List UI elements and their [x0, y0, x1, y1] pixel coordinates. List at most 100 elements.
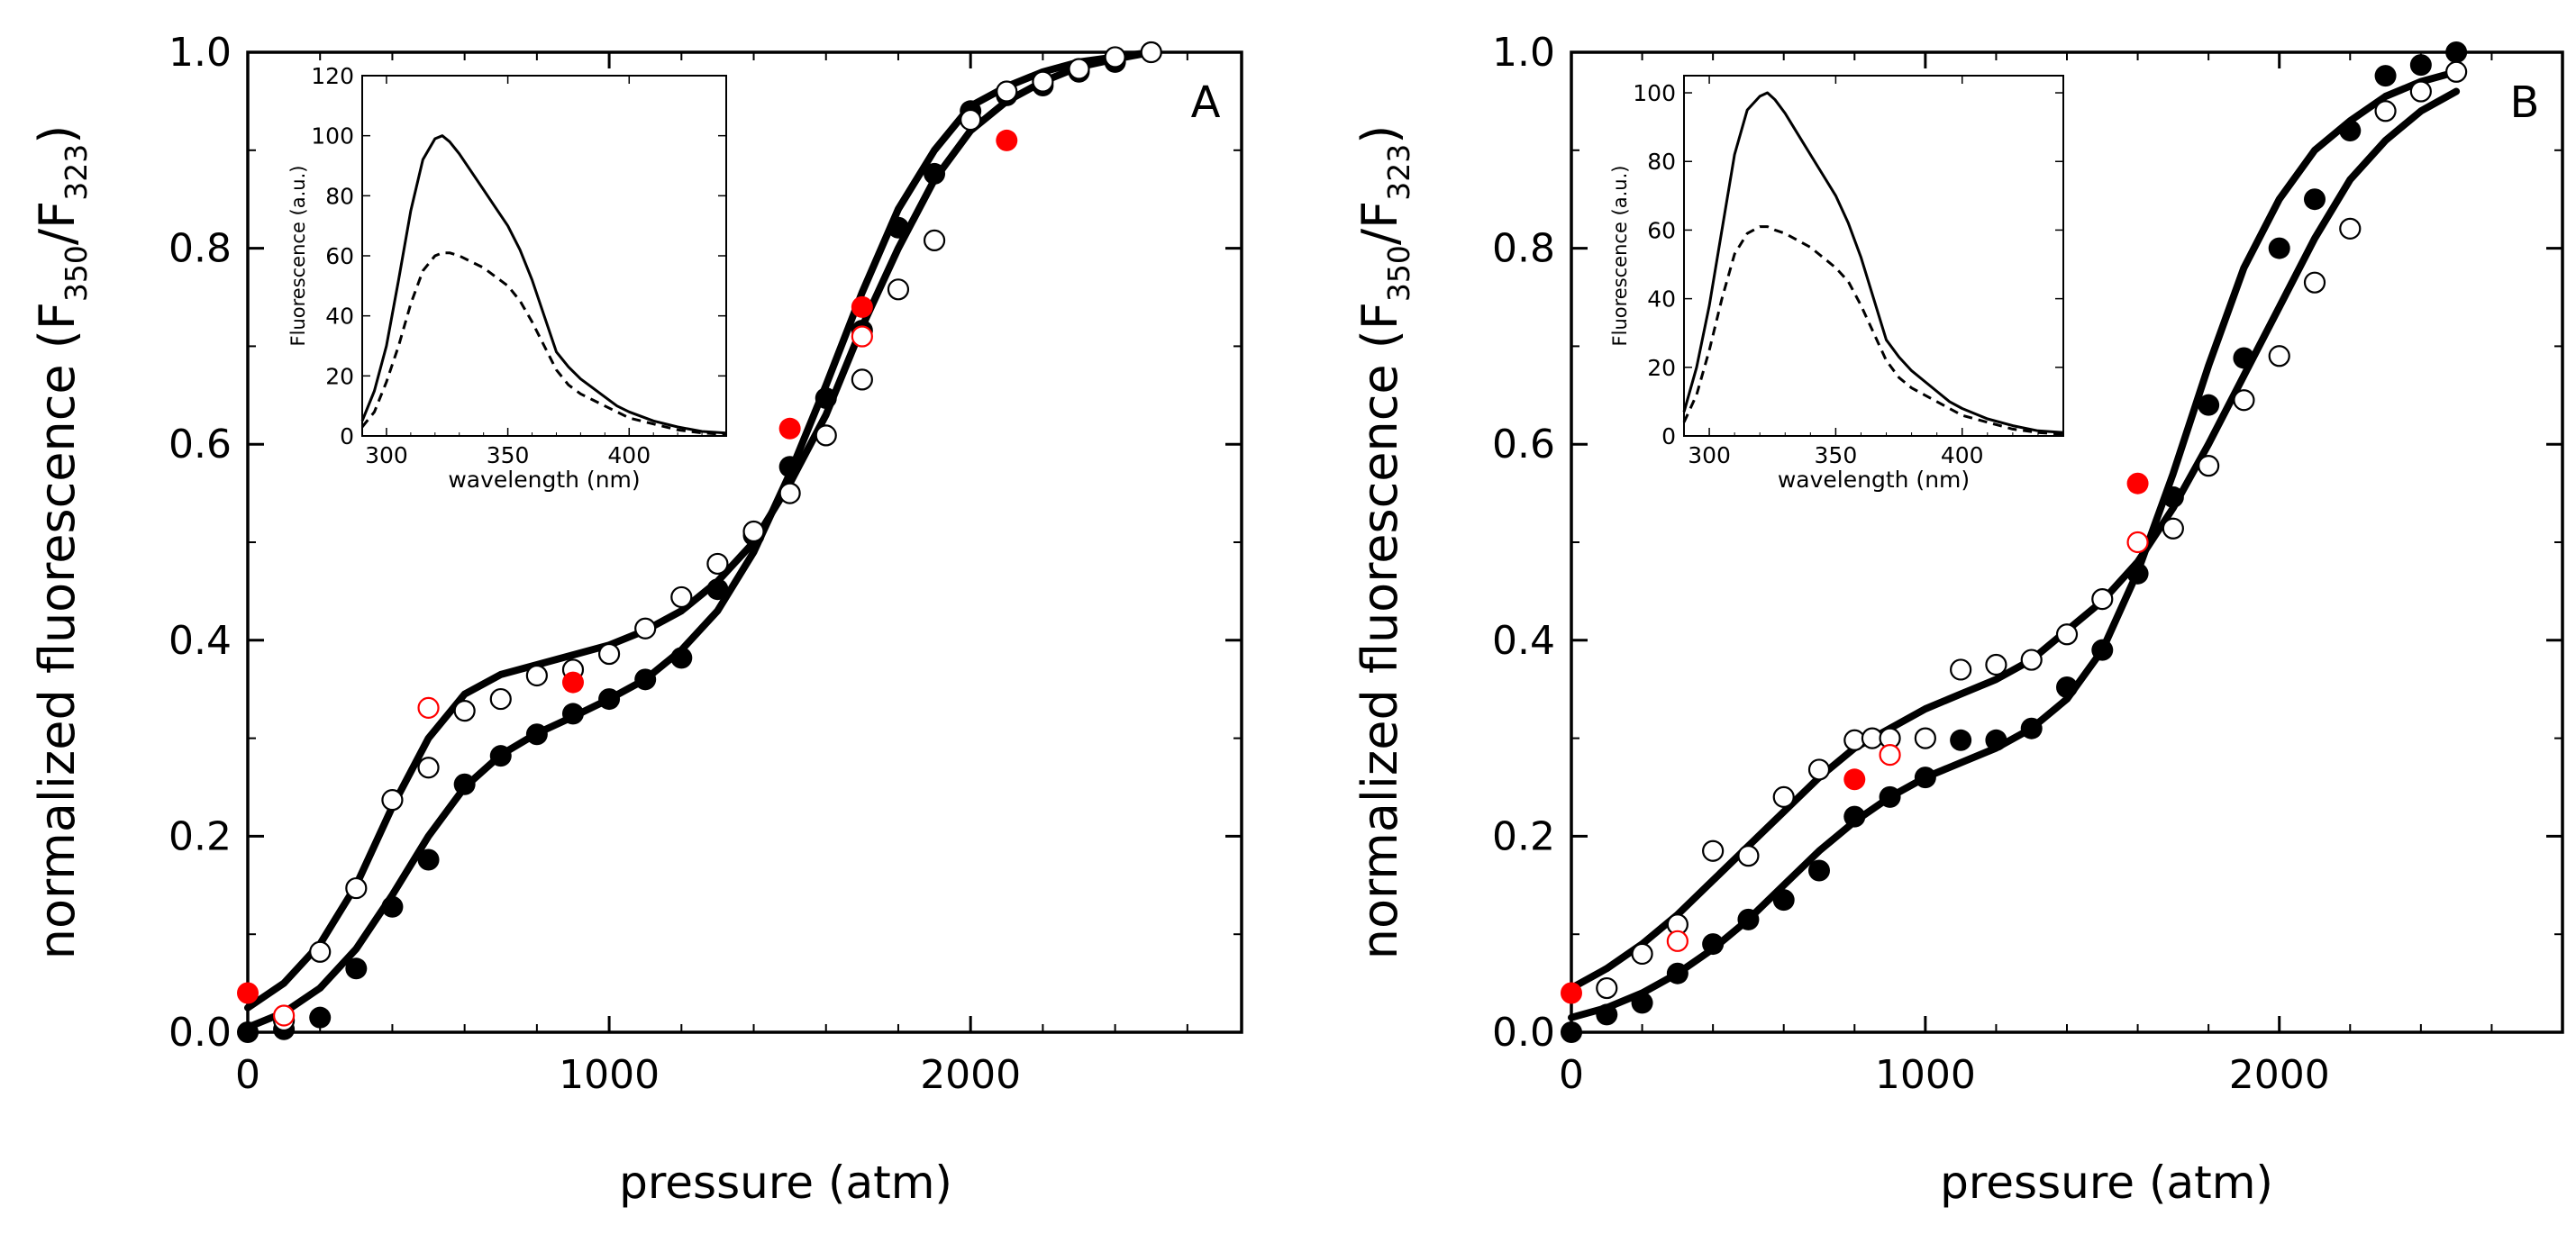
panel-a-point [670, 647, 693, 669]
panel-a-point [237, 1021, 259, 1043]
y-label-part: ) [29, 125, 86, 144]
panel-a-point [887, 216, 909, 239]
panel-b-point [2374, 65, 2397, 87]
panel-b-open-point [2126, 531, 2149, 554]
panel-b-inset-x-axis-label: wavelength (nm) [1778, 467, 1970, 493]
y-label-part: /F [29, 201, 86, 245]
panel-a-point [561, 703, 584, 725]
panel-b-y-tick-label: 0.4 [1492, 618, 1555, 664]
panel-b-point [1914, 767, 1936, 789]
panel-a-point [924, 162, 946, 185]
panel-a-inset-y-tick-label: 20 [325, 363, 354, 389]
panel-b-open-point [1596, 976, 1618, 1000]
panel-a-point [345, 957, 368, 980]
panel-b-point [1596, 1003, 1618, 1026]
panel-a-inset-y-axis-label: Fluorescence (a.u.) [287, 166, 309, 347]
panel-a-point [453, 773, 476, 795]
panel-a-open-point [960, 108, 982, 132]
panel-a-open-point [778, 482, 801, 504]
panel-a-open-point [851, 368, 873, 391]
panel-b-y-tick-label: 0.2 [1492, 813, 1555, 859]
panel-a-y-tick-label: 0.6 [168, 422, 232, 467]
panel-b-inset-frame [1683, 75, 2064, 437]
panel-a-open-point [525, 664, 548, 687]
panel-b-point [2162, 485, 2184, 508]
panel-a-point [634, 668, 657, 691]
panel-a-inset-x-tick-label: 300 [365, 442, 408, 468]
panel-a-inset-x-tick-label: 350 [487, 442, 530, 468]
panel-b-y-tick-label: 0.6 [1492, 422, 1555, 467]
panel-a-open-point [417, 757, 440, 779]
panel-b-open-point [1950, 658, 1972, 681]
panel-b-point [1561, 1021, 1582, 1043]
panel-b-point [1843, 768, 1866, 791]
panel-b-inset-y-tick-label: 40 [1647, 286, 1676, 313]
panel-a-point [778, 456, 801, 478]
panel-a-inset-y-tick-label: 100 [311, 123, 354, 150]
panel-b-open-point [2055, 623, 2079, 646]
panel-a-point [996, 129, 1018, 151]
panel-a-y-tick-label: 1.0 [168, 30, 232, 76]
panel-b-inset-y-tick-label: 60 [1647, 217, 1676, 243]
panel-b-y-tick-label: 1.0 [1492, 30, 1555, 76]
panel-a-open-point [1104, 46, 1126, 68]
panel-a-y-axis-label: normalized fluorescence (F350/F323) [29, 125, 94, 960]
panel-b-letter: B [2510, 77, 2540, 128]
panel-b-open-point [1843, 729, 1866, 751]
y-label-part: /F [1352, 201, 1408, 245]
panel-a-inset-dashed-spectrum [360, 251, 727, 436]
panel-a-open-point [1140, 41, 1162, 64]
panel-b-point [1950, 729, 1972, 751]
panel-b-open-point [1631, 942, 1653, 966]
panel-a-inset-x-tick-label: 400 [607, 442, 651, 468]
panel-b-point [2056, 676, 2078, 699]
panel-a-point [851, 295, 873, 318]
panel-a-open-point [815, 424, 837, 447]
panel-b-open-point [2233, 389, 2255, 412]
panel-a-inset-y-tick-label: 80 [325, 183, 354, 209]
panel-b-open-point [2409, 80, 2432, 103]
panel-b-point [2304, 188, 2326, 211]
panel-b-point [2339, 120, 2362, 142]
panel-b-point [1561, 982, 1582, 1004]
panel-a-x-tick-label: 2000 [920, 1052, 1021, 1098]
panel-a-y-tick-label: 0.2 [168, 813, 232, 859]
panel-a-open-point [381, 789, 404, 812]
panel-a-inset-y-tick-label: 60 [325, 243, 354, 269]
panel-a-point [778, 417, 801, 440]
panel-a-open-point [489, 687, 512, 711]
panel-b-point [2198, 394, 2220, 416]
panel-a-point [489, 745, 512, 767]
panel-b-x-tick-label: 0 [1559, 1052, 1584, 1098]
panel-b-open-point [2198, 455, 2220, 477]
panel-a-open-point [273, 1004, 296, 1027]
panel-a-point [706, 578, 729, 601]
panel-b-open-point [1879, 743, 1901, 767]
panel-a-x-tick-label: 1000 [559, 1052, 660, 1098]
panel-a-inset-frame [361, 75, 727, 437]
panel-b-point [1843, 805, 1866, 828]
panel-b-point [2268, 237, 2290, 259]
panel-b-y-tick-label: 0.8 [1492, 226, 1555, 272]
panel-a-point [417, 848, 440, 871]
panel-b-open-point [2020, 649, 2043, 671]
panel-a-open-point [345, 876, 368, 900]
panel-b-open-point [2374, 100, 2397, 122]
panel-a-open-point [1032, 70, 1054, 93]
panel-b-y-tick-label: 0.0 [1492, 1010, 1555, 1056]
panel-b-point [1985, 729, 2007, 751]
panel-b-x-tick-label: 2000 [2229, 1052, 2330, 1098]
y-label-part: ) [1352, 125, 1408, 144]
panel-a-open-point [742, 520, 765, 543]
panel-b-inset-y-axis-label: Fluorescence (a.u.) [1609, 166, 1631, 347]
panel-a-letter: A [1191, 77, 1221, 128]
panel-b-fit-line [1568, 87, 2461, 992]
panel-b-point [2020, 717, 2043, 739]
y-label-part: normalized fluorescence (F [29, 302, 86, 959]
panel-a-y-tick-label: 0.0 [168, 1010, 232, 1056]
panel-b-inset-y-tick-label: 80 [1647, 149, 1676, 175]
panel-b-inset-y-tick-label: 100 [1633, 80, 1676, 106]
